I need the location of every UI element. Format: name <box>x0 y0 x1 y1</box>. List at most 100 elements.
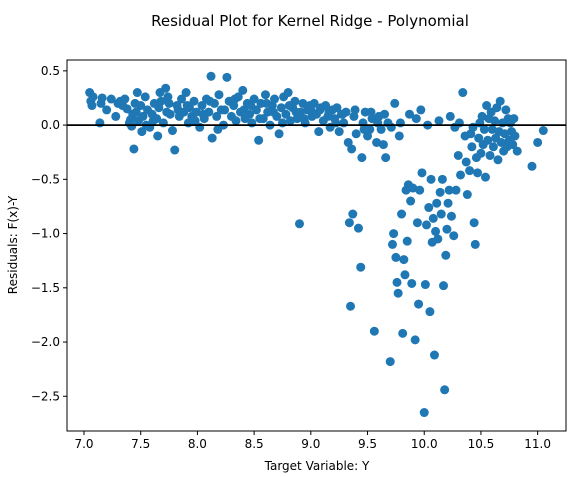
data-point <box>155 88 165 98</box>
data-point <box>480 172 490 182</box>
data-point <box>410 335 420 345</box>
y-axis-ticks: 0.5 0.0 −0.5 −1.0 −1.5 −2.0 −2.5 <box>31 64 67 403</box>
data-point <box>441 250 451 260</box>
data-point <box>431 226 441 236</box>
data-point <box>212 111 222 121</box>
data-point <box>239 105 249 115</box>
x-tick-label: 9.5 <box>358 437 377 451</box>
plot-frame <box>66 59 567 432</box>
data-point <box>443 198 453 208</box>
data-point <box>177 94 187 104</box>
data-point <box>411 114 421 124</box>
data-point <box>111 111 121 121</box>
x-tick-label: 7.5 <box>131 437 150 451</box>
data-point <box>380 109 390 119</box>
data-point <box>474 133 484 143</box>
data-point <box>434 116 444 126</box>
x-tick-label: 7.0 <box>74 437 93 451</box>
data-point <box>366 107 376 117</box>
data-point <box>106 94 116 104</box>
data-point <box>442 224 452 234</box>
data-point <box>132 88 142 98</box>
data-point <box>276 103 286 113</box>
data-point <box>500 129 510 139</box>
data-point <box>435 187 445 197</box>
data-point <box>392 277 402 287</box>
data-point <box>416 105 426 115</box>
x-tick-label: 8.5 <box>245 437 264 451</box>
data-point <box>387 239 397 249</box>
data-point <box>207 133 217 143</box>
data-point <box>422 220 432 230</box>
x-axis-label: Target Variable: Y <box>264 459 370 473</box>
data-point <box>230 94 240 104</box>
data-point <box>283 88 293 98</box>
data-point <box>138 111 148 121</box>
data-point <box>167 126 177 136</box>
data-point <box>348 209 358 219</box>
chart-title: Residual Plot for Kernel Ridge - Polynom… <box>151 12 469 30</box>
data-point <box>391 252 401 262</box>
data-point <box>419 408 429 418</box>
data-point <box>501 105 511 115</box>
data-point <box>440 385 450 395</box>
data-point <box>351 129 361 139</box>
data-point <box>173 105 183 115</box>
x-tick-label: 8.0 <box>188 437 207 451</box>
data-point <box>417 168 427 178</box>
data-point <box>395 118 405 128</box>
data-point <box>390 98 400 108</box>
data-point <box>346 301 356 311</box>
data-point <box>285 116 295 126</box>
data-point <box>508 140 518 150</box>
data-point <box>246 101 256 111</box>
data-point <box>433 234 443 244</box>
data-point <box>469 218 479 228</box>
data-point <box>247 118 257 128</box>
data-point <box>353 223 363 233</box>
data-point <box>190 116 200 126</box>
data-point <box>338 109 348 119</box>
data-point <box>415 185 425 195</box>
data-point <box>334 127 344 137</box>
y-tick-label: −1.5 <box>31 281 60 295</box>
data-point <box>357 153 367 163</box>
data-point <box>412 218 422 228</box>
x-axis-ticks: 7.0 7.5 8.0 8.5 9.0 9.5 10.0 10.5 11.0 <box>74 431 551 451</box>
data-point <box>268 107 278 117</box>
data-point <box>381 153 391 163</box>
data-point <box>527 161 537 171</box>
data-point <box>102 105 112 115</box>
data-point <box>284 101 294 111</box>
y-axis-label: Residuals: F(x)-Y <box>6 195 20 294</box>
data-point <box>444 185 454 195</box>
data-point <box>95 118 105 128</box>
data-point <box>425 307 435 317</box>
data-point <box>402 236 412 246</box>
data-point <box>462 190 472 200</box>
data-point <box>477 111 487 121</box>
y-tick-label: −2.0 <box>31 335 60 349</box>
data-point <box>394 131 404 141</box>
data-point <box>294 219 304 229</box>
data-point <box>453 150 463 160</box>
data-point <box>331 118 341 128</box>
data-point <box>461 157 471 167</box>
data-point <box>315 105 325 115</box>
data-point <box>485 150 495 160</box>
data-point <box>350 105 360 115</box>
data-point <box>260 90 270 100</box>
data-point <box>454 118 464 128</box>
data-point <box>97 93 107 103</box>
x-tick-label: 10.5 <box>468 437 495 451</box>
data-point <box>314 127 324 137</box>
data-point <box>456 170 466 180</box>
x-tick-label: 9.0 <box>301 437 320 451</box>
data-point <box>479 124 489 134</box>
data-point <box>231 116 241 126</box>
data-point <box>509 114 519 124</box>
data-point <box>420 280 430 290</box>
data-point <box>386 122 396 132</box>
data-point <box>451 185 461 195</box>
data-point <box>197 101 207 111</box>
